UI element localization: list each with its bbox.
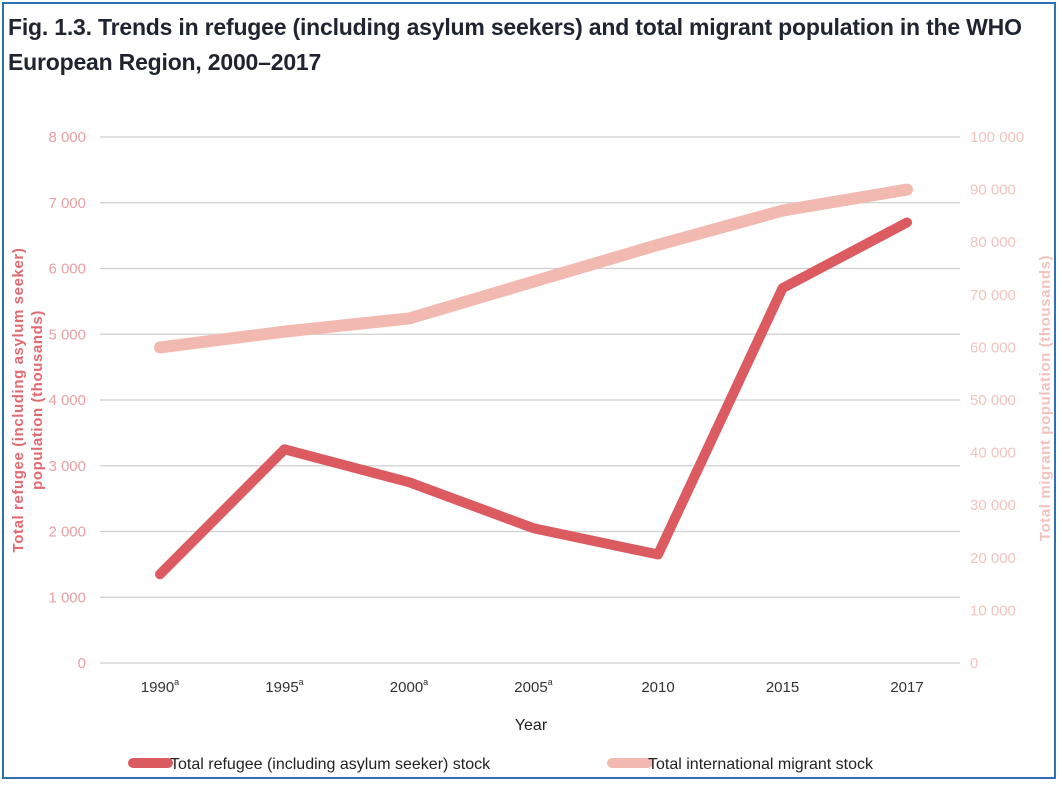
series-lines (154, 183, 913, 580)
x-tick-label: 2010 (641, 679, 674, 696)
x-tick-label: 1990a (141, 677, 179, 696)
left-tick-label: 1 000 (48, 589, 86, 606)
right-tick-label: 100 000 (970, 129, 1024, 146)
legend-label-migrant: Total international migrant stock (648, 756, 874, 773)
left-tick-label: 6 000 (48, 261, 86, 278)
x-axis-title: Year (515, 717, 548, 734)
right-tick-label: 10 000 (970, 602, 1016, 619)
right-tick-label: 30 000 (970, 497, 1016, 514)
left-tick-label: 4 000 (48, 392, 86, 409)
left-tick-label: 5 000 (48, 326, 86, 343)
x-tick-label: 2005a (514, 677, 552, 696)
x-tick-label: 2017 (890, 679, 923, 696)
x-tick-label: 2000a (390, 677, 428, 696)
left-axis-title-line-2: population (thousands) (29, 310, 46, 490)
right-tick-label: 50 000 (970, 392, 1016, 409)
x-axis-ticks: 1990a 1995a 2000a 2005a 2010 2015 2017 (141, 677, 924, 696)
left-axis-ticks: 0 1 000 2 000 3 000 4 000 5 000 6 000 7 000 8 00… (48, 129, 86, 672)
right-tick-label: 40 000 (970, 445, 1016, 462)
right-axis-ticks: 0 10 000 20 000 30 000 40 000 50 000 60 000 70 … (970, 129, 1024, 672)
x-tick-label: 2015 (766, 679, 799, 696)
series-line-refugee (155, 217, 912, 580)
left-tick-label: 0 (78, 655, 86, 672)
right-tick-label: 60 000 (970, 339, 1016, 356)
left-tick-label: 8 000 (48, 129, 86, 146)
right-tick-label: 0 (970, 655, 978, 672)
chart-title: Fig. 1.3. Trends in refugee (including a… (8, 14, 1022, 75)
left-tick-label: 7 000 (48, 195, 86, 212)
right-axis-title: Total migrant population (thousands) (1037, 255, 1054, 541)
legend: Total refugee (including asylum seeker) … (128, 756, 874, 773)
right-tick-label: 70 000 (970, 287, 1016, 304)
gridlines (100, 136, 960, 664)
left-tick-label: 2 000 (48, 524, 86, 541)
right-tick-label: 80 000 (970, 234, 1016, 251)
legend-label-refugee: Total refugee (including asylum seeker) … (170, 756, 491, 773)
right-tick-label: 90 000 (970, 182, 1016, 199)
left-axis-title-line-1: Total refugee (including asylum seeker) (10, 248, 27, 553)
x-tick-label: 1995a (265, 677, 303, 696)
right-tick-label: 20 000 (970, 550, 1016, 567)
left-tick-label: 3 000 (48, 458, 86, 475)
